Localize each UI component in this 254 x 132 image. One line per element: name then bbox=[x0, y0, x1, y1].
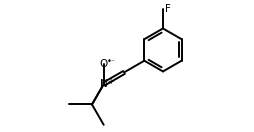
Text: O: O bbox=[100, 59, 108, 69]
Text: F: F bbox=[165, 4, 171, 13]
Text: +: + bbox=[107, 77, 113, 86]
Text: N: N bbox=[100, 79, 108, 89]
Text: •⁻: •⁻ bbox=[107, 57, 116, 66]
